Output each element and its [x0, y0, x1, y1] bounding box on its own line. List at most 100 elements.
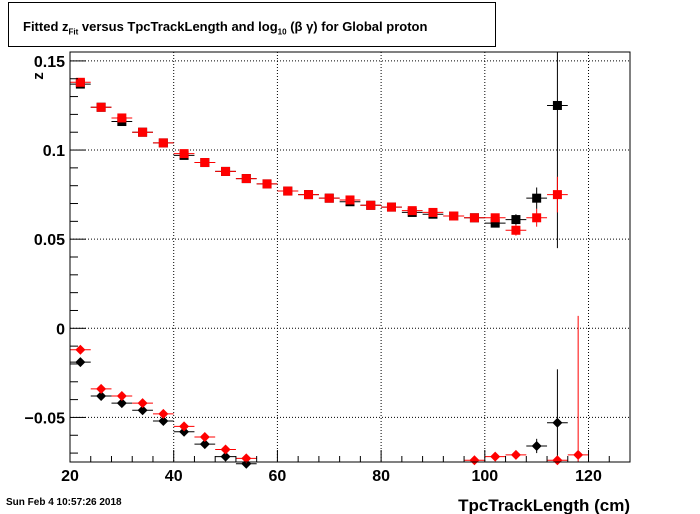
- diamond-marker: [241, 453, 252, 464]
- data-point: [132, 127, 153, 137]
- square-marker: [490, 218, 500, 228]
- diamond-marker: [220, 444, 231, 455]
- data-point: [132, 398, 153, 409]
- diamond-marker: [552, 417, 563, 428]
- diamond-marker: [490, 451, 501, 462]
- square-marker: [262, 179, 272, 189]
- data-point: [194, 432, 216, 443]
- data-point: [298, 190, 319, 200]
- diamond-marker: [220, 451, 231, 462]
- data-point: [381, 202, 402, 212]
- square-marker: [117, 113, 127, 123]
- data-point: [339, 195, 361, 205]
- data-point: [235, 453, 257, 464]
- data-point: [152, 138, 174, 148]
- y-axis-label: z: [30, 72, 47, 80]
- x-tick-label: 60: [269, 468, 287, 485]
- square-marker: [428, 207, 438, 217]
- data-point: [215, 444, 236, 455]
- data-point: [484, 451, 506, 462]
- data-point: [547, 176, 568, 213]
- diamond-marker: [96, 391, 107, 402]
- data-point: [256, 179, 278, 189]
- data-point: [111, 113, 133, 123]
- diamond-marker: [158, 408, 169, 419]
- data-point: [547, 369, 568, 462]
- diamond-marker: [158, 416, 169, 426]
- square-marker: [221, 166, 231, 176]
- data-point: [152, 408, 174, 419]
- data-point: [132, 405, 153, 416]
- title-part-2: versus TpcTrackLength and log: [78, 19, 278, 34]
- diamond-marker: [116, 398, 127, 409]
- square-marker: [241, 174, 251, 184]
- diamond-marker: [116, 391, 127, 402]
- data-point: [464, 455, 485, 466]
- diamond-marker: [241, 458, 252, 469]
- data-point: [318, 193, 340, 203]
- diamond-marker: [137, 405, 148, 416]
- square-marker: [511, 215, 521, 225]
- diamond-marker: [75, 357, 86, 368]
- title-part-3: (β γ) for Global proton: [290, 19, 428, 34]
- square-marker: [96, 102, 106, 112]
- data-point: [484, 213, 506, 223]
- square-marker: [345, 195, 355, 205]
- square-marker: [75, 77, 85, 87]
- data-point: [152, 416, 174, 426]
- square-marker: [469, 213, 479, 223]
- data-point: [526, 208, 548, 227]
- data-point: [464, 213, 485, 223]
- x-tick-label: 20: [61, 468, 79, 485]
- square-marker: [283, 186, 293, 196]
- data-point: [422, 207, 444, 217]
- data-point: [90, 102, 112, 112]
- timestamp: Sun Feb 4 10:57:26 2018: [6, 497, 122, 508]
- square-marker: [407, 206, 417, 216]
- y-tick-label: 0.1: [43, 143, 65, 160]
- square-marker: [552, 190, 562, 200]
- data-point: [194, 439, 216, 450]
- data-point: [235, 174, 257, 184]
- square-marker: [366, 200, 376, 210]
- y-tick-label: 0.05: [34, 232, 65, 249]
- data-point: [111, 391, 133, 402]
- x-tick-label: 100: [471, 468, 498, 485]
- x-tick-label: 40: [165, 468, 183, 485]
- x-axis-label: TpcTrackLength (cm): [458, 496, 630, 514]
- data-point: [443, 211, 465, 221]
- diamond-marker: [199, 432, 210, 443]
- axis-ticks: [69, 60, 631, 462]
- square-marker: [490, 213, 500, 223]
- data-point: [70, 357, 91, 368]
- grid-lines: [69, 52, 630, 462]
- diamond-marker: [573, 449, 584, 460]
- plot-frame: [69, 51, 631, 463]
- x-tick-label: 80: [372, 468, 390, 485]
- data-point: [173, 426, 195, 437]
- square-marker: [138, 127, 148, 137]
- diamond-marker: [179, 426, 190, 437]
- data-point: [547, 455, 568, 466]
- data-point: [90, 383, 112, 394]
- square-marker: [304, 190, 314, 200]
- square-marker: [532, 193, 542, 203]
- diamond-marker: [552, 455, 563, 466]
- square-marker: [532, 213, 542, 223]
- y-tick-label: 0.15: [34, 54, 65, 71]
- y-tick-label: −0.05: [25, 410, 66, 427]
- square-marker: [158, 138, 168, 148]
- title-subscript-2: 10: [277, 27, 287, 37]
- y-tick-label: 0: [56, 321, 65, 338]
- diamond-marker: [96, 383, 107, 394]
- x-tick-label: 120: [575, 468, 602, 485]
- data-point: [567, 315, 589, 462]
- square-marker: [179, 149, 189, 159]
- data-point: [215, 166, 236, 176]
- square-marker: [324, 193, 334, 203]
- data-point: [526, 187, 548, 209]
- square-marker: [200, 158, 210, 168]
- data-point: [505, 224, 527, 236]
- data-point: [90, 391, 112, 402]
